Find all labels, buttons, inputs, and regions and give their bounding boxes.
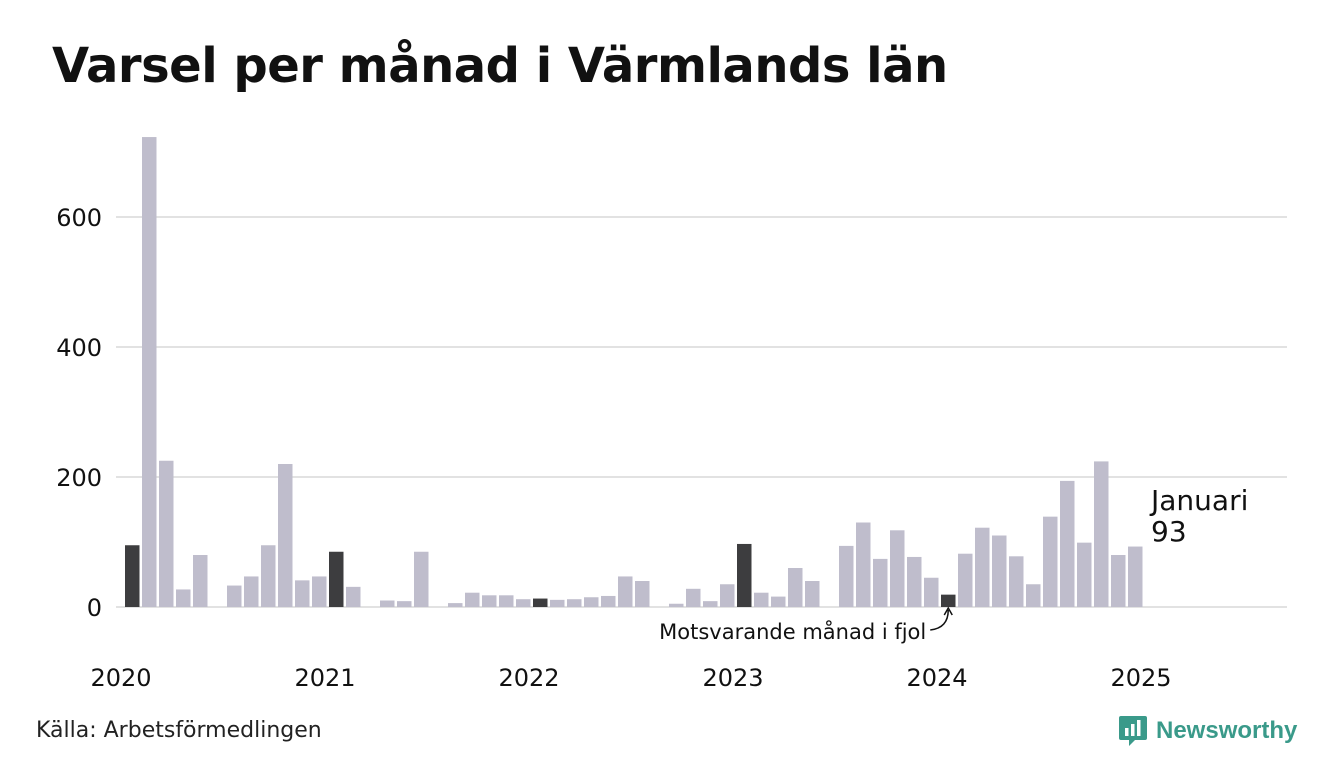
bar: [176, 589, 191, 607]
bar: [261, 545, 276, 607]
bar: [1060, 480, 1075, 607]
y-tick-label: 400: [56, 334, 102, 362]
bar: [465, 592, 480, 607]
source-label: Källa: Arbetsförmedlingen: [36, 718, 322, 743]
bar: [958, 553, 973, 607]
bar: [329, 551, 344, 607]
bar: [941, 594, 956, 607]
x-tick-label: 2025: [1110, 664, 1171, 692]
bar: [754, 592, 769, 607]
bar: [873, 558, 888, 607]
bar: [771, 596, 786, 607]
bar: [125, 545, 140, 607]
x-axis-ticks: 2020 2021 2022 2023 2024 2025: [90, 664, 1171, 692]
newsworthy-icon: [1119, 716, 1147, 746]
bar: [550, 599, 565, 607]
bar: [805, 581, 820, 607]
bar: [737, 543, 752, 607]
bar: [142, 137, 157, 608]
y-tick-label: 200: [56, 464, 102, 492]
brand-logo[interactable]: Newsworthy: [1118, 714, 1297, 748]
bar: [890, 530, 905, 607]
bar: [533, 598, 548, 607]
bar: [975, 527, 990, 607]
bar: [584, 597, 599, 607]
annotation-label: Motsvarande månad i fjol: [659, 619, 926, 644]
bar: [278, 464, 293, 607]
bar: [499, 595, 514, 607]
bar: [448, 603, 463, 607]
bar: [601, 595, 616, 607]
x-tick-label: 2023: [702, 664, 763, 692]
chart-title: Varsel per månad i Värmlands län: [52, 38, 948, 94]
x-tick-label: 2020: [90, 664, 151, 692]
x-tick-label: 2024: [906, 664, 967, 692]
x-tick-label: 2021: [294, 664, 355, 692]
bar: [516, 599, 531, 607]
bar: [346, 586, 361, 607]
y-axis-ticks: 0 200 400 600: [56, 204, 102, 622]
bar: [1111, 555, 1126, 607]
annotation-arrow: [930, 609, 949, 631]
bar: [907, 556, 922, 607]
bar: [669, 603, 684, 607]
bar: [227, 585, 242, 607]
bar: [159, 460, 174, 607]
bar: [380, 600, 395, 607]
bar: [703, 601, 718, 607]
bar: [924, 577, 939, 607]
bar: [788, 568, 803, 607]
bar: [1043, 516, 1058, 607]
bar: [839, 545, 854, 607]
current-month-label: Januari: [1149, 484, 1248, 517]
bar: [635, 581, 650, 607]
bar: [414, 551, 429, 607]
bar: [295, 580, 310, 607]
bar: [244, 576, 259, 607]
bar: [482, 595, 497, 607]
annotation-arrowhead: [943, 606, 953, 616]
gridlines: [116, 216, 1287, 608]
bar: [618, 576, 633, 607]
bar: [397, 601, 412, 607]
x-tick-label: 2022: [498, 664, 559, 692]
brand-name: Newsworthy: [1156, 717, 1298, 744]
bar: [992, 535, 1007, 607]
bar: [567, 599, 582, 607]
bars: [125, 137, 1143, 608]
bar: [193, 555, 208, 607]
bar: [1094, 461, 1109, 607]
bar: [312, 576, 327, 607]
y-tick-label: 600: [56, 204, 102, 232]
bar: [720, 584, 735, 607]
bar: [1009, 556, 1024, 607]
bar: [856, 522, 871, 607]
bar: [1128, 546, 1143, 607]
current-value-label: 93: [1151, 515, 1187, 548]
y-tick-label: 0: [87, 594, 102, 622]
bar: [686, 588, 701, 607]
bar: [1077, 542, 1092, 607]
bar: [1026, 584, 1041, 607]
